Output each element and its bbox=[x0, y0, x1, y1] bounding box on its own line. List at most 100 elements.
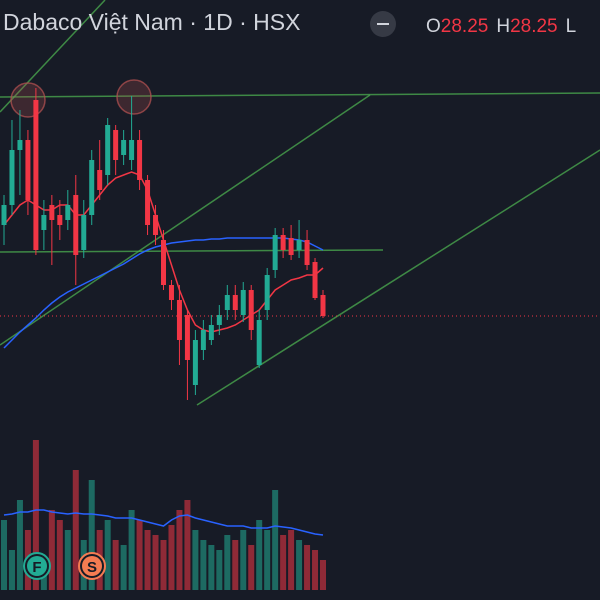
horizontal-line bbox=[0, 92, 600, 98]
volume-bar bbox=[176, 510, 183, 590]
event-badge-fill bbox=[82, 556, 102, 576]
volume-bar bbox=[64, 530, 71, 590]
candle-body bbox=[240, 290, 246, 315]
candle-body bbox=[105, 125, 111, 175]
horizontal-line bbox=[0, 249, 384, 253]
volume-bar bbox=[8, 550, 15, 590]
candle-body bbox=[97, 170, 103, 190]
volume-bar bbox=[120, 545, 127, 590]
candle-body bbox=[17, 140, 23, 150]
volume-bar bbox=[128, 510, 135, 590]
highlight-circle bbox=[116, 79, 152, 115]
candle-body bbox=[9, 150, 15, 205]
ohlc-label: H bbox=[496, 16, 510, 37]
volume-bar bbox=[104, 520, 111, 590]
candle-body bbox=[216, 315, 222, 325]
drawings bbox=[0, 0, 600, 406]
ohlc-label: L bbox=[566, 16, 577, 37]
volume-bar bbox=[72, 470, 79, 590]
volume-bar bbox=[240, 530, 247, 590]
candle-body bbox=[41, 215, 47, 230]
volume-bar bbox=[200, 540, 207, 590]
volume-bar bbox=[1, 520, 7, 590]
trend-line bbox=[0, 94, 371, 346]
candle-body bbox=[81, 215, 87, 250]
volume-bar bbox=[184, 500, 191, 590]
volume-bar bbox=[160, 540, 167, 590]
volume-bar bbox=[208, 545, 215, 590]
volume-bar bbox=[152, 535, 159, 590]
trend-line bbox=[196, 149, 600, 406]
candle-body bbox=[121, 140, 127, 155]
candle-body bbox=[161, 240, 166, 285]
candle-body bbox=[296, 240, 302, 250]
candle-body bbox=[200, 330, 206, 350]
candle-body bbox=[57, 215, 63, 225]
candle-body bbox=[176, 300, 182, 340]
candle-body bbox=[1, 205, 7, 225]
volume-bar bbox=[224, 535, 231, 590]
volume-bar bbox=[216, 550, 223, 590]
candle-body bbox=[153, 215, 159, 235]
candle-body bbox=[208, 325, 214, 340]
candle-body bbox=[129, 140, 135, 160]
chart-title: Dabaco Việt Nam · 1D · HSX bbox=[3, 9, 300, 35]
event-badge-fill bbox=[27, 556, 47, 576]
candle-body bbox=[272, 235, 278, 270]
candle-body bbox=[248, 290, 254, 330]
event-label: S bbox=[87, 559, 97, 576]
candle-body bbox=[89, 160, 95, 215]
candle-body bbox=[168, 285, 174, 300]
volume-bar bbox=[304, 545, 311, 590]
candle-body bbox=[25, 140, 31, 200]
volume-bar bbox=[280, 535, 287, 590]
ohlc-value: 28.25 bbox=[510, 16, 558, 37]
volume-bar bbox=[16, 500, 23, 590]
ohlc-value: 28.25 bbox=[441, 16, 489, 37]
volume-bar bbox=[144, 530, 151, 590]
volume-bar bbox=[256, 520, 263, 590]
candle-body bbox=[312, 262, 318, 298]
volume-bar bbox=[48, 510, 55, 590]
candle-body bbox=[288, 238, 294, 255]
event-label: F bbox=[32, 559, 41, 576]
volume-bar bbox=[192, 530, 199, 590]
candle-body bbox=[256, 320, 262, 365]
ohlc-label: O bbox=[426, 16, 441, 37]
volume-bar bbox=[296, 540, 303, 590]
candle-body bbox=[145, 180, 151, 225]
ohlc-legend: O28.25 H28.25 L bbox=[426, 16, 576, 37]
volume-bar bbox=[112, 540, 119, 590]
volume-bar bbox=[32, 440, 39, 590]
volume-bar bbox=[136, 520, 143, 590]
candle-body bbox=[137, 140, 143, 180]
candle-body bbox=[184, 315, 190, 360]
highlight-circle bbox=[10, 82, 46, 118]
volume-ma-line bbox=[3, 509, 324, 536]
candle-body bbox=[192, 340, 198, 385]
plot bbox=[0, 88, 600, 590]
volume-bar bbox=[264, 530, 271, 590]
candle-body bbox=[280, 235, 286, 250]
volume-bar bbox=[88, 480, 95, 590]
candle-body bbox=[73, 195, 79, 255]
candle-body bbox=[304, 240, 310, 265]
candle-body bbox=[224, 295, 230, 310]
candle-body bbox=[232, 295, 238, 310]
volume-bar bbox=[320, 560, 326, 590]
candle-body bbox=[264, 275, 270, 310]
candle-body bbox=[33, 100, 39, 250]
candle-body bbox=[65, 205, 71, 220]
candle-body bbox=[49, 205, 55, 220]
volume-bar bbox=[56, 520, 63, 590]
candle-body bbox=[320, 295, 326, 316]
volume-bar bbox=[288, 530, 295, 590]
volume-bar bbox=[312, 550, 319, 590]
candle-body bbox=[113, 130, 119, 160]
trend-line bbox=[0, 0, 106, 113]
volume-bar bbox=[248, 545, 255, 590]
volume-bar bbox=[272, 490, 279, 590]
volume-bar bbox=[232, 540, 239, 590]
